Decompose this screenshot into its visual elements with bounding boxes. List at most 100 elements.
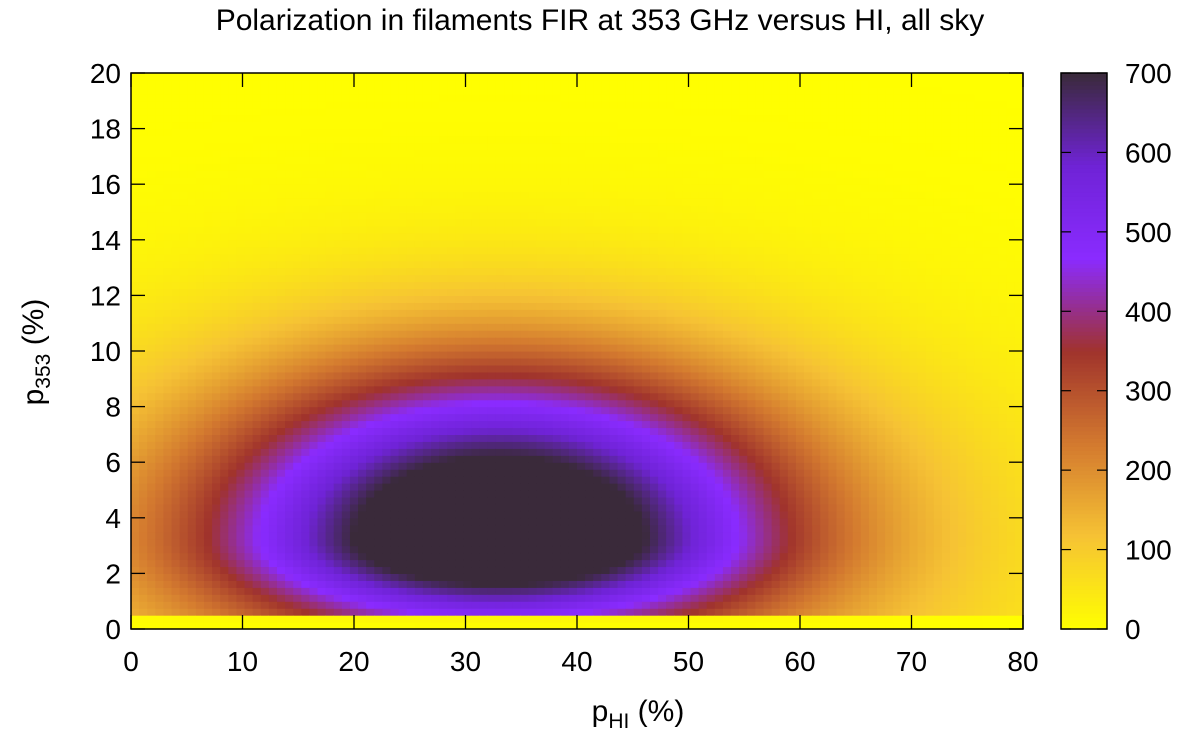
heatmap-cell bbox=[528, 517, 538, 526]
heatmap-cell bbox=[455, 295, 465, 303]
heatmap-cell bbox=[463, 351, 473, 359]
heatmap-cell bbox=[228, 524, 238, 533]
heatmap-cell bbox=[520, 232, 529, 241]
heatmap-cell bbox=[236, 427, 246, 435]
heatmap-cell bbox=[390, 559, 400, 568]
heatmap-cell bbox=[252, 420, 262, 429]
heatmap-cell bbox=[260, 274, 270, 283]
heatmap-cell bbox=[439, 622, 448, 630]
heatmap-cell bbox=[390, 490, 400, 498]
heatmap-cell bbox=[333, 566, 343, 574]
heatmap-cell bbox=[366, 142, 375, 151]
heatmap-cell bbox=[374, 73, 383, 81]
heatmap-cell bbox=[447, 517, 456, 526]
heatmap-cell bbox=[293, 510, 302, 519]
heatmap-cell bbox=[398, 427, 408, 435]
heatmap-cell bbox=[447, 267, 456, 276]
heatmap-cell bbox=[171, 107, 181, 116]
heatmap-cell bbox=[139, 79, 148, 88]
heatmap-cell bbox=[504, 427, 513, 435]
heatmap-cell bbox=[577, 337, 586, 345]
heatmap-cell bbox=[187, 184, 197, 192]
heatmap-cell bbox=[179, 566, 189, 574]
heatmap-cell bbox=[325, 448, 335, 456]
heatmap-cell bbox=[560, 212, 570, 220]
heatmap-cell bbox=[139, 371, 148, 380]
heatmap-cell bbox=[301, 184, 310, 192]
heatmap-cell bbox=[398, 364, 408, 373]
heatmap-cell bbox=[593, 524, 602, 533]
heatmap-cell bbox=[228, 239, 238, 248]
heatmap-cell bbox=[479, 337, 489, 345]
heatmap-cell bbox=[325, 107, 335, 116]
heatmap-cell bbox=[382, 330, 392, 338]
heatmap-cell bbox=[244, 601, 254, 609]
heatmap-cell bbox=[374, 344, 383, 352]
heatmap-cell bbox=[528, 316, 538, 324]
heatmap-cell bbox=[479, 371, 489, 380]
heatmap-cell bbox=[349, 142, 359, 151]
heatmap-cell bbox=[147, 434, 156, 442]
heatmap-cell bbox=[414, 295, 424, 303]
heatmap-cell bbox=[325, 114, 335, 123]
heatmap-cell bbox=[390, 524, 400, 533]
heatmap-cell bbox=[244, 364, 254, 373]
heatmap-cell bbox=[212, 267, 221, 276]
heatmap-cell bbox=[195, 288, 205, 296]
heatmap-cell bbox=[187, 615, 197, 623]
heatmap-cell bbox=[179, 128, 189, 137]
heatmap-cell bbox=[447, 288, 456, 296]
heatmap-cell bbox=[187, 260, 197, 269]
heatmap-cell bbox=[374, 239, 383, 248]
heatmap-cell bbox=[495, 510, 505, 519]
heatmap-cell bbox=[358, 246, 367, 255]
heatmap-cell bbox=[163, 462, 173, 470]
heatmap-cell bbox=[544, 351, 554, 359]
heatmap-cell bbox=[463, 281, 473, 290]
heatmap-cell bbox=[390, 239, 400, 248]
heatmap-cell bbox=[276, 510, 286, 519]
heatmap-cell bbox=[568, 239, 578, 248]
heatmap-cell bbox=[301, 351, 310, 359]
heatmap-cell bbox=[544, 615, 554, 623]
heatmap-cell bbox=[220, 114, 229, 123]
heatmap-cell bbox=[520, 469, 529, 477]
heatmap-cell bbox=[212, 309, 221, 317]
heatmap-cell bbox=[625, 79, 635, 88]
heatmap-cell bbox=[155, 232, 165, 241]
heatmap-cell bbox=[220, 107, 229, 116]
heatmap-cell bbox=[504, 538, 513, 547]
heatmap-cell bbox=[358, 344, 367, 352]
heatmap-cell bbox=[317, 371, 327, 380]
heatmap-cell bbox=[131, 351, 140, 359]
heatmap-cell bbox=[195, 142, 205, 151]
heatmap-cell bbox=[414, 281, 424, 290]
heatmap-cell bbox=[431, 483, 440, 491]
heatmap-cell bbox=[504, 524, 513, 533]
heatmap-cell bbox=[325, 517, 335, 526]
heatmap-cell bbox=[617, 135, 627, 144]
heatmap-cell bbox=[560, 594, 570, 602]
heatmap-cell bbox=[544, 441, 554, 449]
heatmap-cell bbox=[382, 177, 392, 185]
heatmap-cell bbox=[374, 552, 383, 561]
heatmap-cell bbox=[228, 385, 238, 394]
heatmap-cell bbox=[528, 503, 538, 512]
heatmap-cell bbox=[187, 496, 197, 505]
heatmap-cell bbox=[155, 364, 165, 373]
heatmap-cell bbox=[471, 177, 481, 185]
heatmap-cell bbox=[431, 73, 440, 81]
heatmap-cell bbox=[203, 441, 213, 449]
heatmap-cell bbox=[495, 274, 505, 283]
heatmap-cell bbox=[390, 434, 400, 442]
heatmap-cell bbox=[495, 323, 505, 331]
heatmap-cell bbox=[512, 212, 521, 220]
heatmap-cell bbox=[471, 573, 481, 581]
heatmap-cell bbox=[252, 601, 262, 609]
heatmap-cell bbox=[625, 170, 635, 178]
heatmap-cell bbox=[187, 142, 197, 151]
heatmap-cell bbox=[577, 246, 586, 255]
heatmap-cell bbox=[504, 86, 513, 95]
heatmap-cell bbox=[544, 184, 554, 192]
heatmap-cell bbox=[374, 420, 383, 429]
